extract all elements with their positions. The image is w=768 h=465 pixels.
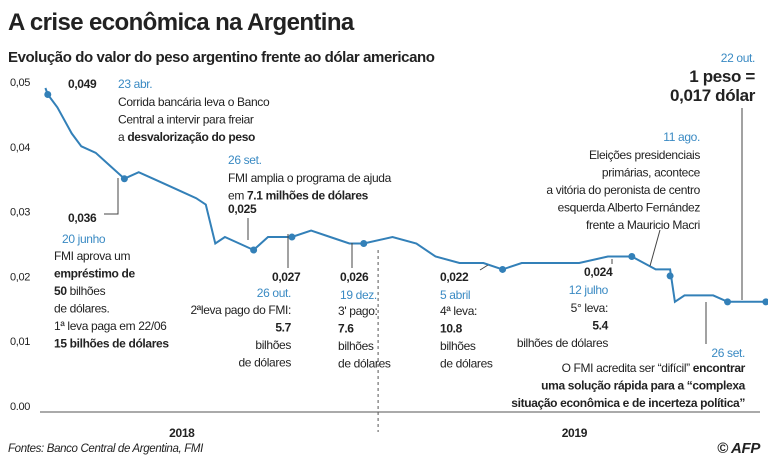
highlight-point <box>499 265 507 273</box>
annotation-text: 4ª leva: <box>440 304 477 318</box>
annotation-text: a desvalorização do peso <box>118 130 255 144</box>
annotation-date: 5 abril <box>440 288 470 302</box>
value-label: 0,024 <box>584 265 613 279</box>
highlight-point <box>288 233 296 241</box>
y-tick-label: 0.00 <box>10 401 30 413</box>
bold-segment: encontrar <box>693 361 746 375</box>
text-segment: em <box>228 189 247 203</box>
annotation-text: de dólares. <box>54 302 110 316</box>
text-segment: O FMI acredita ser “difícil” <box>562 361 693 375</box>
annotation-text: situação econômica e de incerteza políti… <box>511 396 745 410</box>
annotation-text: a vitória do peronista de centro <box>546 183 700 197</box>
annotation-text: bilhões <box>255 338 291 352</box>
highlight-point <box>44 90 52 98</box>
bold-segment: 15 bilhões de dólares <box>54 337 169 351</box>
annotation-date: 26 out. <box>257 286 291 300</box>
x-tick-label: 2018 <box>169 426 195 440</box>
value-label: 0,036 <box>68 211 97 225</box>
y-tick-label: 0,01 <box>10 336 30 348</box>
annotation-date: 12 julho <box>569 283 609 297</box>
leader-line <box>104 178 119 215</box>
source: Fontes: Banco Central de Argentina, FMI <box>8 443 204 455</box>
annotation-date: 20 junho <box>62 232 106 246</box>
y-tick-label: 0,02 <box>10 271 30 283</box>
bold-segment: 5.7 <box>275 321 291 335</box>
value-label: 0,026 <box>340 270 369 284</box>
highlight-point <box>628 252 636 260</box>
annotation-text: de dólares <box>338 357 391 371</box>
leader-line <box>649 229 661 267</box>
highlight-point <box>762 298 768 306</box>
annotation-text: 2ªleva pago do FMI: <box>190 303 291 317</box>
annotation-text: 5.4 <box>592 319 608 333</box>
annotation-text: Central a intervir para freiar <box>118 113 254 127</box>
chart-subtitle: Evolução do valor do peso argentino fren… <box>8 49 435 66</box>
y-tick-label: 0,04 <box>10 142 30 154</box>
annotation-text: 50 bilhões <box>54 284 106 298</box>
bold-segment: situação econômica e de incerteza políti… <box>511 396 745 410</box>
value-label: 0,027 <box>272 270 301 284</box>
annotation-date: 11 ago. <box>663 130 700 144</box>
annotation-text: 3' pago: <box>338 304 378 318</box>
annotation-text: 7.6 <box>338 322 354 336</box>
annotation-text: Eleições presidenciais <box>589 148 700 162</box>
annotation-text: empréstimo de <box>54 267 135 281</box>
bold-segment: desvalorização do peso <box>127 130 255 144</box>
annotation-text: 1ª leva paga em 22/06 <box>54 319 167 333</box>
annotation-text: esquerda Alberto Fernández <box>558 201 701 215</box>
annotation-text: FMI amplia o programa de ajuda <box>228 171 392 185</box>
annotation-date: 23 abr. <box>118 77 152 91</box>
annotation-date: 26 set. <box>711 346 745 360</box>
value-label: 0,049 <box>68 77 97 91</box>
annotation-text: 1 peso = <box>689 67 755 86</box>
annotation-text: Corrida bancária leva o Banco <box>118 95 270 109</box>
annotation-text: de dólares <box>238 356 291 370</box>
annotation-text: bilhões <box>440 339 476 353</box>
highlight-point <box>724 298 732 306</box>
annotation-text: 5° leva: <box>571 301 608 315</box>
annotation-text: 10.8 <box>440 322 463 336</box>
annotation-text: 5.7 <box>275 321 291 335</box>
bold-segment: 10.8 <box>440 322 463 336</box>
annotation-date: 22 out. <box>721 51 755 65</box>
bold-segment: 5.4 <box>592 319 608 333</box>
value-label: 0,025 <box>228 202 257 216</box>
highlight-point <box>250 246 258 254</box>
bold-segment: 7.6 <box>338 322 354 336</box>
text-segment: a <box>118 130 127 144</box>
annotation-text: FMI aprova um <box>54 249 130 263</box>
value-label: 0,022 <box>440 270 469 284</box>
annotation-date: 26 set. <box>228 153 262 167</box>
bold-segment: empréstimo de <box>54 267 135 281</box>
leader-line <box>479 264 489 271</box>
annotation-text: bilhões de dólares <box>517 336 608 350</box>
bold-segment: 50 <box>54 284 67 298</box>
highlight-point <box>360 240 368 248</box>
credit: © AFP <box>717 440 761 457</box>
annotation-text: O FMI acredita ser “difícil” encontrar <box>562 361 746 375</box>
annotation-date: 19 dez. <box>340 288 377 302</box>
text-segment: bilhões <box>67 284 106 298</box>
bold-segment: 1 peso = <box>689 67 755 86</box>
highlight-point <box>120 175 128 183</box>
y-tick-label: 0,03 <box>10 207 30 219</box>
annotation-text: primárias, acontece <box>602 166 701 180</box>
annotation-text: 0,017 dólar <box>670 86 756 105</box>
annotation-text: uma solução rápida para a “complexa <box>541 379 746 393</box>
x-tick-label: 2019 <box>562 426 588 440</box>
annotation-text: bilhões <box>338 339 374 353</box>
annotation-text: em 7.1 milhões de dólares <box>228 189 369 203</box>
highlight-point <box>666 272 674 280</box>
y-tick-label: 0,05 <box>10 77 30 89</box>
annotation-text: 15 bilhões de dólares <box>54 337 169 351</box>
bold-segment: uma solução rápida para a “complexa <box>541 379 746 393</box>
bold-segment: 7.1 milhões de dólares <box>247 189 369 203</box>
annotation-text: de dólares <box>440 357 493 371</box>
chart-title: A crise econômica na Argentina <box>8 9 355 36</box>
bold-segment: 0,017 dólar <box>670 86 756 105</box>
annotation-text: frente a Mauricio Macri <box>586 218 700 232</box>
